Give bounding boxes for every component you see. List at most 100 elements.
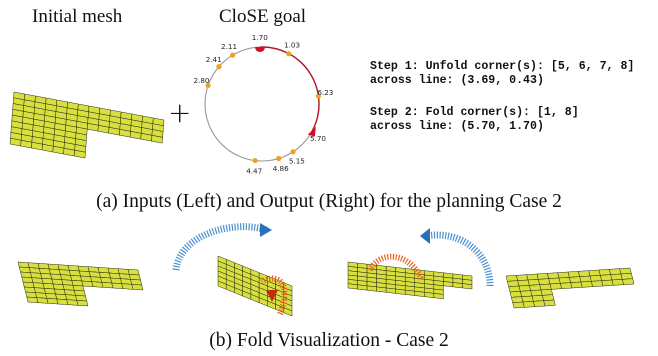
mesh-cell [549, 283, 562, 290]
mesh-cell [558, 277, 571, 284]
close-goal-header: CloSE goal [219, 6, 307, 27]
caption-b: (b) Fold Visualization - Case 2 [209, 330, 449, 351]
mesh-cell [452, 282, 463, 289]
blue-fold-arrow-2 [425, 231, 494, 287]
step2-line1: Step 2: Fold corner(s): [1, 8] [370, 106, 579, 119]
step1-line2: across line: (3.69, 0.43) [370, 74, 544, 87]
mesh-cell [424, 292, 435, 298]
orange-fold-arrow-2 [367, 253, 425, 282]
goal-point-marker [307, 126, 316, 137]
mesh-cell [539, 283, 552, 291]
goal-point-marker [252, 157, 258, 164]
mesh-cell [609, 268, 622, 275]
mesh-cell [580, 281, 593, 288]
mesh-cell [507, 280, 520, 287]
mesh-cell [512, 301, 525, 309]
goal-point-marker [276, 155, 282, 162]
mesh-cell [560, 282, 573, 289]
mesh-cell [589, 275, 602, 282]
goal-point-marker [205, 82, 211, 89]
mesh-cell [620, 273, 633, 280]
plus-operator: + [168, 96, 192, 129]
mesh-cell [570, 281, 583, 289]
mesh-cell [509, 291, 522, 298]
fold-panel-2 [172, 223, 293, 317]
mesh-cell [619, 267, 632, 275]
goal-point-marker [230, 52, 236, 58]
mesh-cell [36, 297, 49, 304]
mesh-cell [366, 285, 377, 292]
mesh-cell [530, 289, 543, 297]
orange-arrow-head [266, 290, 278, 302]
mesh-cell [433, 293, 444, 300]
mesh-cell [395, 288, 406, 295]
goal-point-label: 4.47 [246, 167, 262, 176]
blue-arrow-head-2 [420, 228, 430, 244]
mesh-cell [357, 284, 368, 291]
mesh-cell [611, 279, 624, 286]
goal-point-label: 6.23 [317, 88, 333, 97]
mesh-cell [443, 281, 454, 288]
initial-mesh-header: Initial mesh [32, 6, 123, 27]
goal-arc [259, 46, 320, 132]
mesh-cell [520, 290, 533, 297]
mesh-cell [600, 274, 613, 281]
mesh-cell [542, 294, 555, 301]
goal-point-label: 4.86 [273, 164, 289, 173]
mesh-cell [569, 276, 582, 283]
goal-point-label: 5.70 [310, 134, 326, 143]
mesh-cell [579, 275, 592, 283]
fold-panel-3 [347, 228, 494, 300]
mesh-cell [517, 279, 530, 287]
goal-point-marker [286, 51, 292, 57]
mesh-cell [81, 280, 94, 287]
goal-point-label: 1.03 [284, 40, 300, 49]
mesh-cell [414, 290, 425, 297]
mesh-cell [588, 269, 601, 277]
mesh-cell [76, 300, 89, 307]
mesh-cell [26, 296, 39, 303]
mesh-cell [533, 300, 546, 307]
mesh-cell [598, 269, 611, 276]
mesh-cell [578, 270, 591, 277]
mesh-cell [543, 299, 556, 307]
goal-point-marker [255, 47, 266, 53]
goal-point-marker [290, 149, 296, 155]
mesh-cell [111, 282, 124, 289]
mesh-cell [529, 284, 542, 291]
mesh-cell [376, 286, 387, 293]
mesh-cell [508, 285, 521, 293]
mesh-cell [527, 279, 540, 286]
mesh-cell [591, 280, 604, 287]
mesh-cell [505, 275, 518, 282]
mesh-cell [622, 278, 635, 285]
mesh-cell [567, 271, 580, 278]
mesh-cell [56, 298, 69, 305]
mesh-cell [462, 283, 473, 290]
mesh-cell [526, 273, 539, 281]
mesh-cell [557, 271, 570, 279]
blue-arrow-head [260, 223, 272, 237]
mesh-cell [516, 274, 529, 281]
initial-mesh-figure [9, 91, 165, 159]
mesh-cell [540, 289, 553, 296]
mesh-cell [522, 301, 535, 308]
mesh-cell [404, 289, 416, 296]
blue-fold-arrow [172, 223, 268, 271]
close-goal-circle: 1.70 1.03 2.11 2.41 2.80 6.23 5.70 5.154.86 4.47 [193, 33, 333, 176]
caption-a: (a) Inputs (Left) and Output (Right) for… [96, 191, 562, 212]
goal-point-label: 1.70 [252, 33, 268, 42]
goal-point-label: 2.80 [193, 76, 209, 85]
goal-point-marker [315, 93, 322, 99]
mesh-cell [518, 285, 531, 292]
mesh-cell [46, 298, 59, 305]
mesh-cell [601, 279, 614, 287]
mesh-cell [151, 135, 163, 144]
mesh-cell [538, 278, 551, 285]
mesh-cell [74, 149, 86, 159]
goal-point-label: 5.15 [289, 157, 305, 166]
mesh-cell [66, 299, 79, 306]
mesh-cell [511, 296, 524, 303]
mesh-cell [91, 281, 104, 288]
mesh-cell [610, 273, 623, 281]
